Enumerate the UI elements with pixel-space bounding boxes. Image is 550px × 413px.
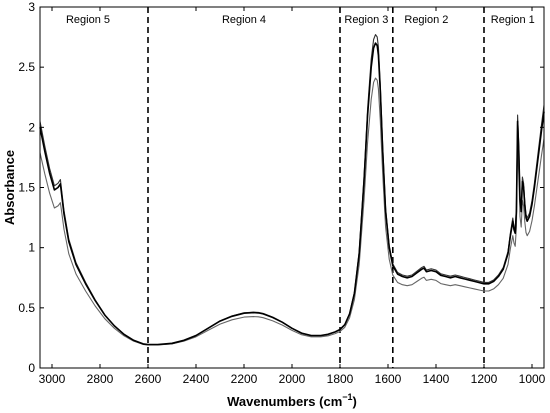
region-label-1: Region 5 — [66, 14, 110, 26]
y-tick-label: 1.5 — [18, 181, 35, 195]
y-tick-label: 3 — [28, 0, 35, 14]
x-axis-title-text: Wavenumbers (cm — [227, 394, 342, 409]
y-tick-label: 0 — [28, 361, 35, 375]
x-tick-label: 1000 — [519, 372, 546, 386]
x-tick-label: 1600 — [375, 372, 402, 386]
region-label-5: Region 1 — [491, 14, 535, 26]
spectra-lines — [39, 34, 545, 346]
x-tick-label: 1400 — [423, 372, 450, 386]
plot-frame — [39, 6, 545, 369]
x-tick-label: 2200 — [231, 372, 258, 386]
x-tick-label: 2000 — [279, 372, 306, 386]
x-axis-title: Wavenumbers (cm−1) — [227, 392, 357, 409]
region-label-4: Region 2 — [404, 14, 448, 26]
x-tick-label: 2400 — [183, 372, 210, 386]
y-tick-label: 2 — [28, 120, 35, 134]
region-labels: Region 5 Region 4 Region 3 Region 2 Region 1 — [66, 14, 535, 26]
y-tick-label: 0.5 — [18, 301, 35, 315]
spectrum-line-replicate-low — [39, 77, 545, 346]
x-axis-ticks: 3000 2800 2600 2400 2200 2000 1800 1600 1400 1200… — [39, 7, 546, 386]
x-tick-label: 1200 — [471, 372, 498, 386]
x-tick-label: 1800 — [327, 372, 354, 386]
x-axis-title-close: ) — [353, 394, 357, 409]
y-tick-label: 1 — [28, 241, 35, 255]
spectrum-line-replicate-high — [39, 34, 545, 346]
x-tick-label: 2600 — [135, 372, 162, 386]
y-axis-ticks: 0 0.5 1 1.5 2 2.5 3 — [18, 0, 544, 375]
y-axis-title: Absorbance — [2, 150, 17, 225]
x-axis-title-superscript: −1 — [342, 392, 352, 402]
spectrum-line-main — [39, 42, 545, 346]
y-tick-label: 2.5 — [18, 60, 35, 74]
region-label-2: Region 4 — [222, 14, 266, 26]
region-label-3: Region 3 — [344, 14, 388, 26]
x-tick-label: 3000 — [39, 372, 66, 386]
region-boundary-lines — [147, 7, 485, 368]
x-tick-label: 2800 — [87, 372, 114, 386]
